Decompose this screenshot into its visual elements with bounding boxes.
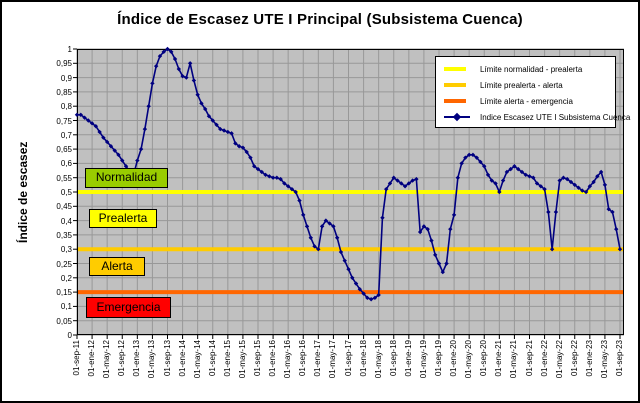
y-tick-label: 0,8 bbox=[60, 102, 72, 112]
series-line-marker-swatch-icon bbox=[444, 112, 470, 122]
y-tick-label: 0,9 bbox=[60, 73, 72, 83]
diamond-marker-icon bbox=[452, 112, 462, 122]
zone-label-alerta: Alerta bbox=[89, 257, 145, 276]
gold-line-swatch-icon bbox=[444, 83, 466, 87]
x-tick-label: 01-may-13 bbox=[147, 340, 157, 379]
x-tick-label: 01-ene-16 bbox=[268, 340, 278, 377]
x-tick-label: 01-sep-13 bbox=[162, 340, 172, 377]
x-tick-label: 01-may-23 bbox=[599, 340, 609, 379]
yellow-line-swatch-icon bbox=[444, 67, 466, 71]
legend-row-limite-alerta-emergencia: Límite alerta - emergencia bbox=[444, 93, 615, 109]
x-tick-label: 01-sep-23 bbox=[615, 340, 624, 377]
y-axis-title: Índice de escasez bbox=[16, 141, 30, 243]
x-tick-label: 01-may-18 bbox=[373, 340, 383, 379]
legend-row-limite-normalidad-prealerta: Límite normalidad - prealerta bbox=[444, 61, 615, 77]
y-tick-label: 0,05 bbox=[56, 316, 72, 326]
y-tick-label: 1 bbox=[67, 45, 72, 54]
x-tick-label: 01-sep-14 bbox=[207, 340, 217, 377]
orange-line-swatch-icon bbox=[444, 99, 466, 103]
x-tick-label: 01-sep-16 bbox=[298, 340, 308, 377]
x-tick-label: 01-sep-11 bbox=[72, 340, 81, 376]
y-tick-label: 0,7 bbox=[60, 130, 72, 140]
zone-label-prealerta: Prealerta bbox=[89, 209, 157, 228]
x-tick-label: 01-may-14 bbox=[192, 340, 202, 379]
x-tick-label: 01-ene-15 bbox=[222, 340, 232, 377]
chart-title: Índice de Escasez UTE I Principal (Subsi… bbox=[117, 11, 523, 28]
y-tick-label: 0,75 bbox=[56, 116, 72, 126]
zone-label-normalidad: Normalidad bbox=[85, 168, 168, 188]
x-tick-label: 01-sep-22 bbox=[569, 340, 579, 377]
legend: Límite normalidad - prealerta Límite pre… bbox=[435, 56, 630, 128]
x-tick-label: 01-ene-23 bbox=[584, 340, 594, 377]
x-tick-label: 01-may-20 bbox=[464, 340, 474, 379]
legend-label: Indice Escasez UTE I Subsistema Cuenca bbox=[480, 112, 631, 122]
x-tick-label: 01-ene-19 bbox=[403, 340, 413, 377]
x-tick-label: 01-may-21 bbox=[509, 340, 519, 379]
y-tick-label: 0,15 bbox=[56, 288, 72, 298]
x-tick-label: 01-sep-20 bbox=[479, 340, 489, 377]
legend-label: Límite prealerta - alerta bbox=[480, 80, 563, 90]
y-tick-label: 0,85 bbox=[56, 87, 72, 97]
y-tick-label: 0,3 bbox=[60, 245, 72, 255]
x-tick-label: 01-may-15 bbox=[237, 340, 247, 379]
x-tick-label: 01-ene-17 bbox=[313, 340, 323, 377]
legend-label: Límite normalidad - prealerta bbox=[480, 64, 583, 74]
x-tick-label: 01-sep-15 bbox=[253, 340, 262, 377]
x-tick-label: 01-may-17 bbox=[328, 340, 338, 379]
y-tick-label: 0,6 bbox=[60, 159, 72, 169]
x-tick-label: 01-ene-14 bbox=[177, 340, 187, 377]
x-tick-label: 01-ene-22 bbox=[539, 340, 549, 377]
x-tick-label: 01-sep-17 bbox=[343, 340, 353, 377]
y-tick-label: 0,4 bbox=[60, 216, 72, 226]
legend-label: Límite alerta - emergencia bbox=[480, 96, 573, 106]
y-tick-label: 0,35 bbox=[56, 230, 72, 240]
x-tick-label: 01-ene-12 bbox=[87, 340, 97, 377]
zone-label-emergencia: Emergencia bbox=[86, 297, 171, 318]
y-tick-label: 0,2 bbox=[60, 273, 72, 283]
x-tick-label: 01-may-22 bbox=[554, 340, 564, 379]
x-tick-label: 01-sep-19 bbox=[434, 340, 443, 377]
legend-row-limite-prealerta-alerta: Límite prealerta - alerta bbox=[444, 77, 615, 93]
y-tick-label: 0,25 bbox=[56, 259, 72, 269]
y-tick-label: 0,45 bbox=[56, 202, 72, 212]
x-tick-label: 01-ene-20 bbox=[449, 340, 459, 377]
y-tick-label: 0,65 bbox=[56, 145, 72, 155]
y-tick-label: 0,55 bbox=[56, 173, 72, 183]
x-tick-label: 01-may-16 bbox=[283, 340, 293, 379]
x-tick-label: 01-ene-18 bbox=[358, 340, 368, 377]
x-tick-label: 01-ene-13 bbox=[132, 340, 142, 377]
x-tick-label: 01-sep-18 bbox=[388, 340, 398, 377]
x-tick-label: 01-sep-21 bbox=[524, 340, 534, 377]
y-tick-label: 0,5 bbox=[60, 188, 72, 197]
y-tick-label: 0 bbox=[67, 331, 72, 340]
y-tick-label: 0,1 bbox=[60, 302, 72, 312]
legend-row-indice-escasez: Indice Escasez UTE I Subsistema Cuenca bbox=[444, 109, 630, 125]
x-tick-label: 01-sep-12 bbox=[117, 340, 127, 377]
x-tick-label: 01-may-12 bbox=[102, 340, 112, 379]
y-tick-label: 0,95 bbox=[56, 59, 72, 69]
x-tick-label: 01-may-19 bbox=[418, 340, 428, 379]
x-tick-label: 01-ene-21 bbox=[494, 340, 504, 377]
